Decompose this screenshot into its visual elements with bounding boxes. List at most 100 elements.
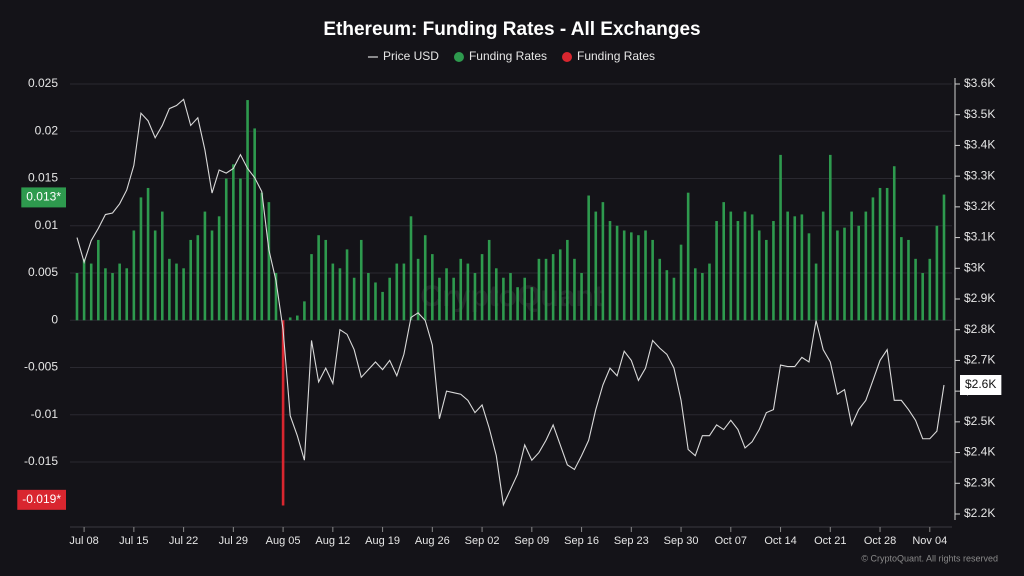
bar (708, 263, 711, 321)
bar (246, 100, 249, 321)
bar (679, 244, 683, 321)
bar (928, 258, 932, 321)
bar (445, 268, 448, 321)
bar (431, 254, 434, 321)
bar (836, 230, 839, 321)
bar (232, 164, 235, 321)
y2-tick-label: $2.2K (964, 506, 995, 520)
y2-tick-label: $2.3K (964, 475, 995, 489)
bar (587, 195, 590, 321)
y-tick-label: -0.01 (31, 407, 59, 421)
bar (288, 317, 292, 321)
bar (537, 258, 541, 321)
bar (672, 277, 676, 321)
y2-tick-label: $3.3K (964, 168, 995, 182)
price-line (76, 98, 945, 507)
bar (438, 277, 441, 321)
bar (324, 239, 328, 321)
bar (310, 254, 313, 321)
y2-tick-label: $3.2K (964, 199, 995, 213)
bar (203, 211, 207, 321)
legend-dot (562, 52, 573, 62)
bar (772, 221, 775, 321)
bar (914, 258, 917, 321)
bar (800, 214, 804, 321)
y-tick-label: 0.025 (28, 76, 58, 90)
y2-tick-label: $2.4K (964, 445, 995, 459)
bar (793, 216, 797, 321)
bar (580, 273, 583, 321)
y2-tick-label: $3.1K (964, 230, 995, 244)
annotation-box (960, 375, 1002, 395)
bar (594, 211, 598, 321)
bar (82, 258, 86, 321)
bar (423, 235, 427, 321)
bar (864, 211, 868, 321)
bar (416, 258, 420, 321)
legend-dot (453, 52, 464, 62)
y2-tick-label: $2.5K (964, 414, 995, 428)
bar (693, 268, 697, 321)
bar (352, 277, 356, 321)
legend: Price USD Funding Rates Funding Rates (367, 49, 655, 63)
bar (722, 202, 725, 321)
y2-tick-label: $2.8K (964, 322, 995, 336)
bar (821, 211, 825, 321)
bar (843, 227, 846, 321)
bar (367, 273, 370, 321)
y-tick-label: 0.015 (28, 171, 58, 185)
bar (729, 211, 733, 321)
bar (743, 211, 747, 321)
x-tick-label: Oct 21 (814, 535, 846, 547)
y-tick-label: 0.01 (35, 218, 59, 232)
credit: © CryptoQuant. All rights reserved (861, 553, 998, 563)
bar (224, 178, 228, 321)
bar (395, 263, 399, 321)
bar (409, 216, 413, 321)
annotation-label: 0.013* (26, 190, 61, 204)
x-tick-label: Jul 15 (119, 535, 148, 547)
bar (516, 287, 519, 321)
bar (622, 230, 626, 321)
y2-tick-label: $3K (964, 260, 985, 274)
bar (253, 128, 256, 321)
bar (487, 239, 491, 321)
bar (459, 258, 463, 321)
bar (907, 239, 910, 321)
bar (765, 239, 768, 321)
x-tick-label: Nov 04 (912, 535, 947, 547)
bar (132, 230, 136, 321)
chart-title: Ethereum: Funding Rates - All Exchanges (323, 19, 700, 40)
annotation: -0.019* (17, 489, 66, 510)
bar (530, 287, 534, 321)
y-tick-label: -0.005 (24, 360, 58, 374)
bar (196, 235, 200, 321)
bar (89, 263, 93, 321)
bar (892, 166, 896, 321)
x-tick-label: Jul 22 (169, 535, 198, 547)
bar (217, 216, 221, 321)
bar (850, 211, 853, 321)
y-tick-label: 0.005 (28, 265, 58, 279)
bar (303, 301, 306, 321)
bar (125, 268, 129, 321)
bar (466, 263, 470, 321)
bar (544, 258, 548, 321)
x-tick-label: Sep 09 (514, 535, 549, 547)
bar (146, 187, 150, 321)
bar (551, 254, 555, 321)
bar (665, 270, 669, 321)
x-tick-label: Oct 07 (715, 535, 747, 547)
x-tick-label: Aug 26 (415, 535, 450, 547)
y2-tick-label: $2.7K (964, 353, 995, 367)
bar (452, 277, 455, 321)
bar (281, 320, 285, 506)
bar (757, 230, 761, 321)
bar (402, 263, 406, 321)
bar (359, 239, 363, 321)
bar (182, 268, 185, 321)
bar (608, 221, 612, 321)
bar (381, 291, 384, 321)
bar (296, 315, 299, 321)
